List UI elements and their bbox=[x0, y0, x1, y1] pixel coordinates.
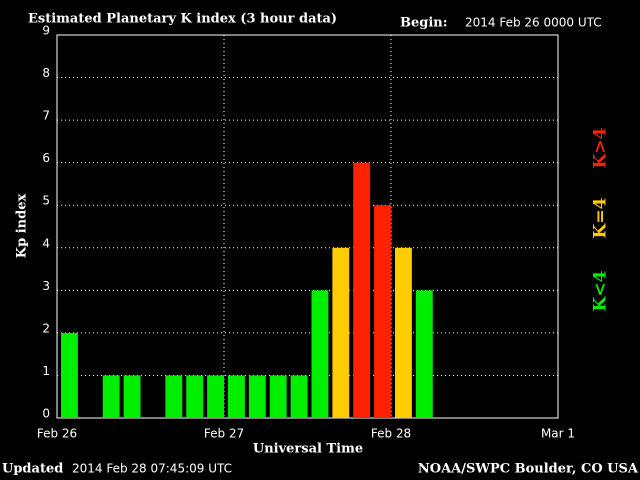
bar bbox=[228, 375, 245, 418]
legend-entry: K>4 bbox=[591, 127, 611, 168]
y-axis-label: Kp index bbox=[15, 194, 30, 259]
updated-value: 2014 Feb 28 07:45:09 UTC bbox=[72, 462, 232, 476]
bar bbox=[395, 247, 412, 418]
x-tick-label: Mar 1 bbox=[541, 427, 575, 441]
bar bbox=[207, 375, 224, 418]
bar bbox=[415, 290, 433, 418]
x-tick-label: Feb 26 bbox=[37, 427, 77, 441]
begin-label: Begin: bbox=[400, 16, 448, 31]
legend-entry: K<4 bbox=[591, 270, 611, 311]
bar bbox=[165, 375, 183, 418]
x-tick-label: Feb 27 bbox=[204, 427, 244, 441]
y-tick-label: 7 bbox=[42, 109, 50, 123]
begin-value: 2014 Feb 26 0000 UTC bbox=[465, 16, 602, 30]
bar bbox=[186, 375, 204, 418]
bar bbox=[102, 375, 120, 418]
y-tick-label: 8 bbox=[42, 66, 50, 80]
bar bbox=[248, 375, 266, 418]
y-tick-label: 6 bbox=[42, 151, 50, 165]
source: NOAA/SWPC Boulder, CO USA bbox=[418, 462, 639, 477]
y-tick-label: 4 bbox=[42, 236, 50, 250]
y-tick-label: 0 bbox=[42, 407, 50, 421]
bar bbox=[332, 247, 350, 418]
bar bbox=[290, 375, 308, 418]
chart-title: Estimated Planetary K index (3 hour data… bbox=[28, 12, 337, 27]
y-tick-label: 3 bbox=[42, 279, 50, 293]
bar bbox=[353, 162, 371, 418]
bar bbox=[311, 290, 329, 418]
x-axis-label: Universal Time bbox=[253, 442, 363, 457]
plot-frame bbox=[56, 34, 559, 419]
y-tick-label: 5 bbox=[42, 194, 50, 208]
legend-entry: K=4 bbox=[591, 197, 611, 238]
y-tick-label: 9 bbox=[42, 24, 50, 38]
bar bbox=[374, 205, 391, 418]
bar bbox=[269, 375, 287, 418]
y-tick-label: 2 bbox=[42, 321, 50, 335]
bar bbox=[61, 332, 78, 418]
updated-label: Updated bbox=[2, 462, 63, 477]
y-tick-label: 1 bbox=[42, 364, 50, 378]
x-tick-label: Feb 28 bbox=[371, 427, 411, 441]
bar bbox=[123, 375, 141, 418]
